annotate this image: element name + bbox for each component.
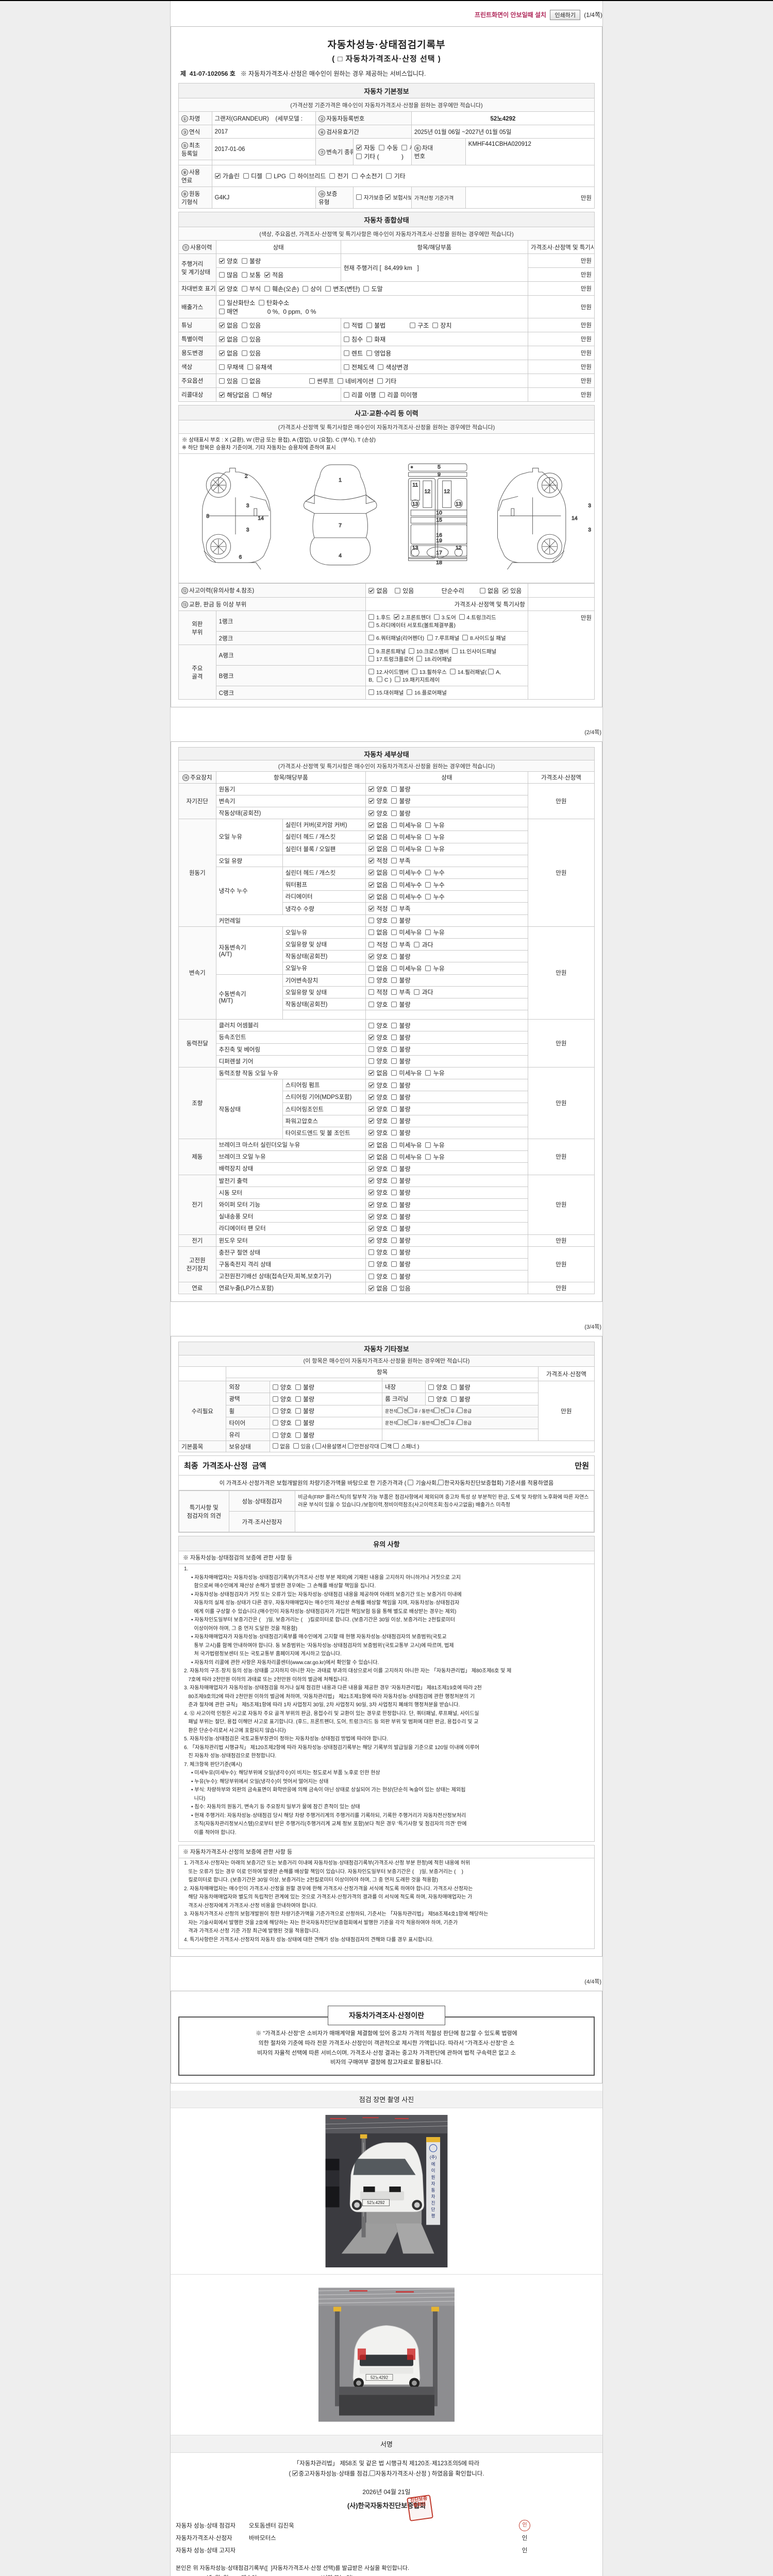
svg-text:10: 10 [436, 510, 442, 516]
svg-text:원: 원 [431, 2175, 435, 2180]
svg-text:12: 12 [425, 489, 431, 495]
svg-text:13: 13 [412, 501, 418, 507]
svg-text:단: 단 [431, 2207, 435, 2212]
svg-text:12: 12 [456, 545, 462, 551]
svg-text:이: 이 [431, 2168, 435, 2173]
svg-text:52노4292: 52노4292 [371, 2376, 389, 2380]
svg-text:3: 3 [588, 503, 591, 509]
svg-text:14: 14 [258, 516, 264, 521]
svg-text:6: 6 [239, 554, 242, 560]
svg-text:19: 19 [436, 538, 442, 544]
svg-text:자: 자 [431, 2181, 435, 2186]
svg-text:4: 4 [339, 553, 342, 559]
svg-text:9: 9 [438, 472, 441, 478]
svg-text:7: 7 [339, 523, 342, 529]
svg-text:52노4292: 52노4292 [367, 2200, 385, 2205]
svg-text:14: 14 [572, 516, 578, 521]
svg-text:15: 15 [436, 518, 442, 523]
svg-text:11: 11 [412, 483, 418, 488]
svg-text:2: 2 [245, 474, 248, 480]
svg-text:차: 차 [431, 2194, 435, 2199]
svg-text:(주): (주) [430, 2155, 437, 2160]
svg-text:8: 8 [206, 514, 209, 519]
svg-text:에: 에 [431, 2162, 435, 2167]
svg-text:동: 동 [431, 2188, 435, 2193]
svg-text:3: 3 [588, 528, 591, 533]
svg-text:평: 평 [431, 2213, 435, 2218]
svg-text:1: 1 [339, 478, 342, 483]
svg-text:18: 18 [436, 560, 442, 566]
svg-text:16: 16 [436, 533, 442, 538]
svg-text:13: 13 [456, 501, 462, 507]
svg-text:13: 13 [412, 545, 418, 551]
svg-text:5: 5 [438, 465, 441, 470]
svg-text:진: 진 [431, 2200, 435, 2206]
svg-text:17: 17 [436, 550, 442, 556]
svg-text:3: 3 [246, 503, 249, 509]
svg-text:12: 12 [444, 489, 450, 495]
svg-text:3: 3 [246, 528, 249, 533]
